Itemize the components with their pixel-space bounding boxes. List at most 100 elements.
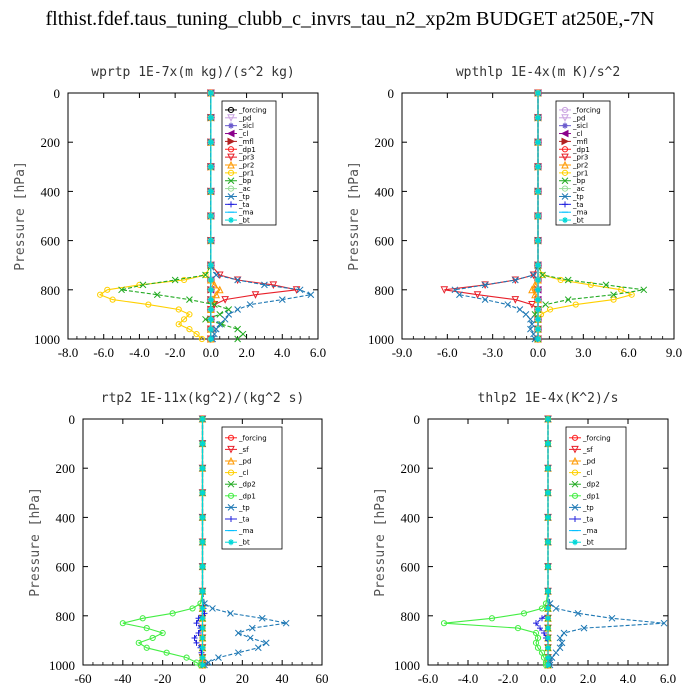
legend-marker: [227, 114, 235, 122]
legend-marker: [227, 492, 235, 499]
data-point: [545, 465, 551, 472]
x-tick-label: 2.0: [238, 345, 254, 360]
x-tick-label: 0.0: [203, 345, 219, 360]
data-point: [473, 291, 482, 299]
data-point: [545, 440, 551, 447]
data-point: [198, 649, 205, 656]
legend-marker: [571, 456, 579, 465]
data-point: [574, 609, 582, 617]
legend-label: _cl: [582, 469, 592, 477]
data-point: [558, 639, 566, 647]
data-point: [535, 139, 541, 146]
data-point: [199, 605, 206, 612]
x-tick-label: 9.0: [666, 345, 682, 360]
y-tick-label: 400: [375, 184, 395, 199]
data-point: [535, 237, 541, 244]
chart-panel-3: thlp2 1E-4x(K^2)/s Pressure [hPa] -6.0 -4.0…: [373, 391, 676, 686]
data-point: [189, 605, 196, 612]
legend-marker: [228, 539, 234, 546]
data-point: [488, 615, 496, 622]
panel-title: wpthlp 1E-4x(m K)/s^2: [456, 65, 620, 80]
legend-marker: [226, 129, 235, 138]
data-point: [535, 276, 541, 283]
legend-marker: [227, 146, 235, 153]
legend-marker: [561, 137, 570, 146]
legend-marker: [561, 177, 569, 185]
data-point: [545, 539, 551, 545]
series-line-pr3: [444, 93, 539, 339]
legend-marker: [561, 153, 569, 162]
data-point: [221, 315, 229, 323]
data-point: [246, 634, 254, 642]
x-tick-label: 0.0: [530, 345, 546, 360]
data-point: [215, 654, 222, 661]
y-axis-label: Pressure [hPa]: [347, 161, 362, 271]
data-point: [199, 644, 206, 651]
legend-marker: [228, 516, 234, 522]
data-point: [207, 163, 214, 170]
data-point: [215, 285, 224, 294]
data-point: [541, 630, 547, 637]
data-point: [199, 563, 206, 570]
data-point: [207, 296, 214, 303]
legend-label: _sf: [238, 446, 249, 454]
data-point: [202, 315, 209, 323]
data-point: [278, 296, 286, 303]
legend-marker: [572, 539, 578, 546]
data-point: [545, 605, 551, 612]
data-point: [180, 276, 188, 284]
data-point: [212, 290, 221, 299]
legend-label: _cl: [572, 130, 582, 138]
data-point: [199, 625, 206, 632]
legend-marker: [227, 193, 235, 200]
legend-marker: [571, 445, 579, 454]
x-tick-label: -3.0: [482, 345, 503, 360]
data-point: [258, 614, 266, 622]
data-point: [159, 629, 166, 637]
data-point: [557, 276, 564, 284]
data-point: [535, 262, 541, 269]
data-point: [545, 615, 551, 622]
legend-label: _pr2: [238, 162, 254, 170]
legend-label: _forcing: [582, 434, 611, 442]
data-point: [535, 286, 541, 293]
x-tick-label: 40: [276, 671, 289, 686]
data-point: [535, 306, 541, 313]
data-point: [545, 662, 551, 668]
data-point: [545, 625, 551, 632]
x-tick-label: -9.0: [392, 345, 413, 360]
legend-label: _ma: [572, 209, 588, 217]
data-point: [251, 291, 260, 299]
chart-panel-0: wprtp 1E-7x(m kg)/(s^2 kg) Pressure [hPa]…: [13, 65, 326, 360]
legend-label: _bt: [572, 217, 584, 225]
legend-marker: [571, 492, 579, 499]
data-point: [212, 271, 220, 279]
legend-label: _ta: [572, 201, 584, 209]
legend-box: [221, 426, 283, 550]
data-point: [207, 139, 214, 146]
x-tick-label: 2.0: [580, 671, 596, 686]
data-point: [545, 416, 551, 422]
legend-marker: [571, 469, 579, 476]
data-point: [234, 629, 242, 637]
y-tick-label: 400: [41, 184, 61, 199]
data-point: [118, 286, 125, 294]
data-point: [207, 326, 214, 333]
data-point: [234, 276, 241, 284]
x-tick-label: -60: [74, 671, 91, 686]
legend-label: _dp1: [582, 492, 600, 500]
data-point: [440, 286, 449, 294]
data-point: [199, 440, 206, 447]
x-tick-label: 6.0: [310, 345, 326, 360]
data-point: [535, 336, 541, 342]
legend-marker: [227, 480, 235, 488]
data-point: [186, 311, 193, 318]
legend-label: _ma: [238, 209, 254, 217]
data-point: [520, 610, 528, 617]
data-point: [199, 489, 206, 496]
legend-label: _pr3: [238, 154, 254, 162]
data-point: [545, 634, 551, 641]
data-point: [163, 649, 170, 656]
legend-label: _bt: [238, 217, 250, 225]
legend-label: _cl: [238, 469, 248, 477]
